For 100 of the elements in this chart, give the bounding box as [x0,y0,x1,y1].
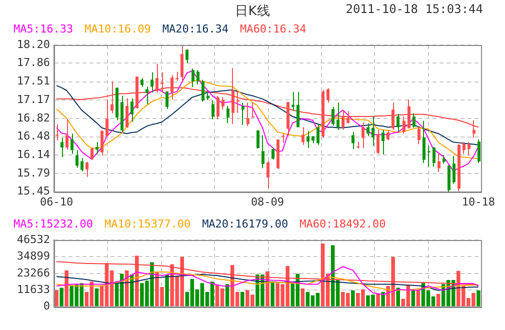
candlestick [386,129,390,141]
candlestick [478,138,480,164]
candlestick [56,124,58,142]
y-tick-label: 17.17 [16,92,50,106]
candlestick [186,48,188,64]
bar [396,288,400,306]
candlestick [146,86,148,105]
candlestick [342,110,344,130]
candlestick [90,146,94,160]
text: MA60:16.34 [240,22,307,36]
x-tick-label: 08-09 [250,195,284,208]
candlestick [332,106,334,126]
candlestick [438,153,440,173]
candlestick [110,80,114,114]
candlestick [222,96,224,110]
chart-subtitle: 2011-10-18 15:03:44 [346,2,483,16]
bar [416,290,420,306]
candlestick [292,91,294,112]
bar [240,292,244,306]
y-tick-label: 16.82 [16,112,50,125]
candlestick [70,133,74,154]
candlestick [216,95,220,120]
y-tick-label: 18.20 [16,38,50,51]
candlestick [76,150,78,168]
text: MA20:16179.00 [202,217,288,230]
candlestick [202,79,204,102]
bar [135,256,139,306]
candlestick [412,112,416,128]
candlestick [282,133,284,144]
y-tick-label: 15.45 [16,184,50,198]
candlestick [296,91,300,128]
candlestick [256,130,260,150]
candlestick [428,144,430,168]
bar [225,284,230,306]
candlestick [170,74,174,100]
bar [270,282,274,306]
candlestick [86,161,88,178]
y-tick-label: 0 [43,300,50,313]
bar [54,290,58,306]
candlestick [126,98,128,128]
chart-title: 日K线 [235,4,270,19]
bar [436,294,440,306]
candlestick [372,116,374,146]
candlestick [150,72,154,94]
candlestick [192,68,194,88]
candlestick [366,122,370,137]
bar [165,274,169,306]
candlestick [418,126,420,145]
y-tick-label: 23266 [16,266,50,280]
text: MA60:18492.00 [300,217,386,230]
candlestick [462,142,466,154]
candlestick [96,142,98,154]
candlestick [226,105,230,124]
candlestick [160,72,164,94]
candlestick [376,129,380,154]
bar [351,290,355,306]
candlestick [408,98,410,129]
candlestick [326,88,330,104]
bar [381,292,385,306]
candlestick [468,142,470,156]
bar [476,290,480,306]
candlestick [60,137,64,158]
candlestick [402,116,406,134]
text: MA10:15377.00 [104,217,191,230]
candlestick [242,102,244,126]
candlestick [266,160,270,190]
candlestick [212,99,214,120]
candlestick [396,113,400,132]
y-tick-label: 11633 [16,282,50,296]
text: MA5:16.33 [14,22,74,36]
candlestick [272,148,274,160]
candlestick [100,130,104,156]
bar [300,288,305,306]
candlestick [302,126,304,146]
bar [266,271,270,306]
x-tick-label: 06-10 [40,195,74,208]
candlestick [472,120,476,138]
candlestick [176,71,178,82]
bar [376,294,380,306]
bar [94,288,99,306]
candlestick [362,122,364,149]
candlestick [262,134,264,169]
candlestick [452,156,456,184]
candlestick [336,102,340,130]
bar [411,290,416,306]
candlestick [80,158,84,172]
candlestick [106,98,108,137]
x-tick-label: 10-18 [462,195,496,208]
y-tick-label: 46532 [16,232,50,246]
candlestick [130,98,134,122]
candlestick [346,110,350,124]
candlestick [180,46,184,82]
y-tick-label: 17.51 [16,74,50,88]
candlestick [236,91,240,114]
bar [60,288,64,306]
y-tick-label: 15.79 [16,166,50,180]
candlestick [382,129,384,155]
candlestick [392,102,394,130]
text: MA5:15232.00 [14,217,93,230]
candlestick [422,120,426,164]
